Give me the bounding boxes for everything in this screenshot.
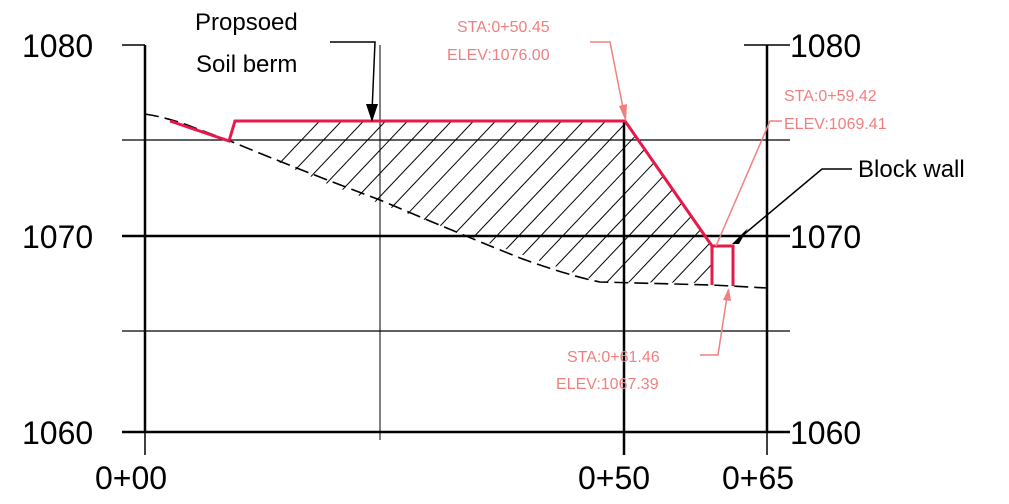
hatch-line — [699, 122, 712, 283]
hatch-line — [766, 110, 946, 300]
callout-bottom-arrowhead-icon — [723, 288, 731, 301]
hatch-line — [413, 122, 595, 283]
right-label-1070: 1070 — [790, 219, 861, 255]
hatch-line — [281, 122, 463, 283]
callout-right-leader — [715, 120, 782, 247]
hatch-line — [788, 110, 968, 300]
hatch-line — [876, 110, 1009, 300]
hatch-fill — [230, 110, 1009, 300]
hatch-line — [810, 110, 990, 300]
callout-bottom-leader — [700, 289, 729, 356]
callout-bottom-elev: ELEV:1067.39 — [556, 376, 659, 393]
hatch-line — [677, 122, 712, 283]
grid-lines — [122, 44, 790, 455]
hatch-line — [435, 122, 617, 283]
hatch-line — [230, 122, 353, 283]
hatch-line — [567, 122, 712, 283]
block-wall-arrowhead-icon — [732, 228, 748, 244]
bottom-label-0-00: 0+00 — [95, 460, 167, 496]
berm-label-line1: Propsoed — [195, 9, 298, 36]
block-wall-label: Block wall — [858, 156, 965, 183]
callout-top-elev: ELEV:1076.00 — [447, 47, 550, 64]
hatch-line — [633, 122, 712, 283]
hatch-line — [479, 122, 661, 283]
right-label-1060: 1060 — [790, 415, 861, 451]
hatch-line — [347, 122, 529, 283]
proposed-berm-outline — [169, 119, 714, 285]
hatch-line — [744, 110, 924, 300]
callout-top-sta: STA:0+50.45 — [457, 19, 550, 36]
hatch-line — [230, 122, 331, 283]
hatch-line — [303, 122, 485, 283]
bottom-label-0-65: 0+65 — [722, 460, 794, 496]
block-wall-outline — [712, 244, 735, 286]
hatch-line — [369, 122, 551, 283]
right-label-1080: 1080 — [790, 28, 861, 64]
callout-top-leader — [590, 41, 626, 119]
bottom-label-0-50: 0+50 — [578, 460, 650, 496]
hatch-line — [230, 122, 397, 283]
callout-top-arrowhead-icon — [619, 104, 627, 122]
hatch-line — [898, 110, 1009, 300]
left-label-1070: 1070 — [22, 219, 93, 255]
callout-right-sta: STA:0+59.42 — [784, 88, 877, 105]
hatch-line — [589, 122, 712, 283]
hatch-line — [501, 122, 683, 283]
berm-arrowhead-icon — [366, 104, 378, 122]
block-wall-leader-line — [741, 168, 852, 237]
hatch-line — [523, 122, 705, 283]
hatch-line — [325, 122, 507, 283]
hatch-line — [655, 122, 712, 283]
callout-bottom-sta: STA:0+61.46 — [567, 349, 660, 366]
hatch-line — [391, 122, 573, 283]
left-label-1060: 1060 — [22, 415, 93, 451]
left-label-1080: 1080 — [22, 28, 93, 64]
callout-leaders — [590, 41, 782, 356]
berm-leader-line — [330, 41, 376, 113]
hatch-line — [832, 110, 1009, 300]
hatch-line — [722, 110, 902, 300]
callout-right-elev: ELEV:1069.41 — [784, 116, 887, 133]
hatch-line — [259, 122, 441, 283]
hatch-line — [457, 122, 639, 283]
berm-label-line2: Soil berm — [196, 51, 297, 78]
hatch-line — [854, 110, 1009, 300]
